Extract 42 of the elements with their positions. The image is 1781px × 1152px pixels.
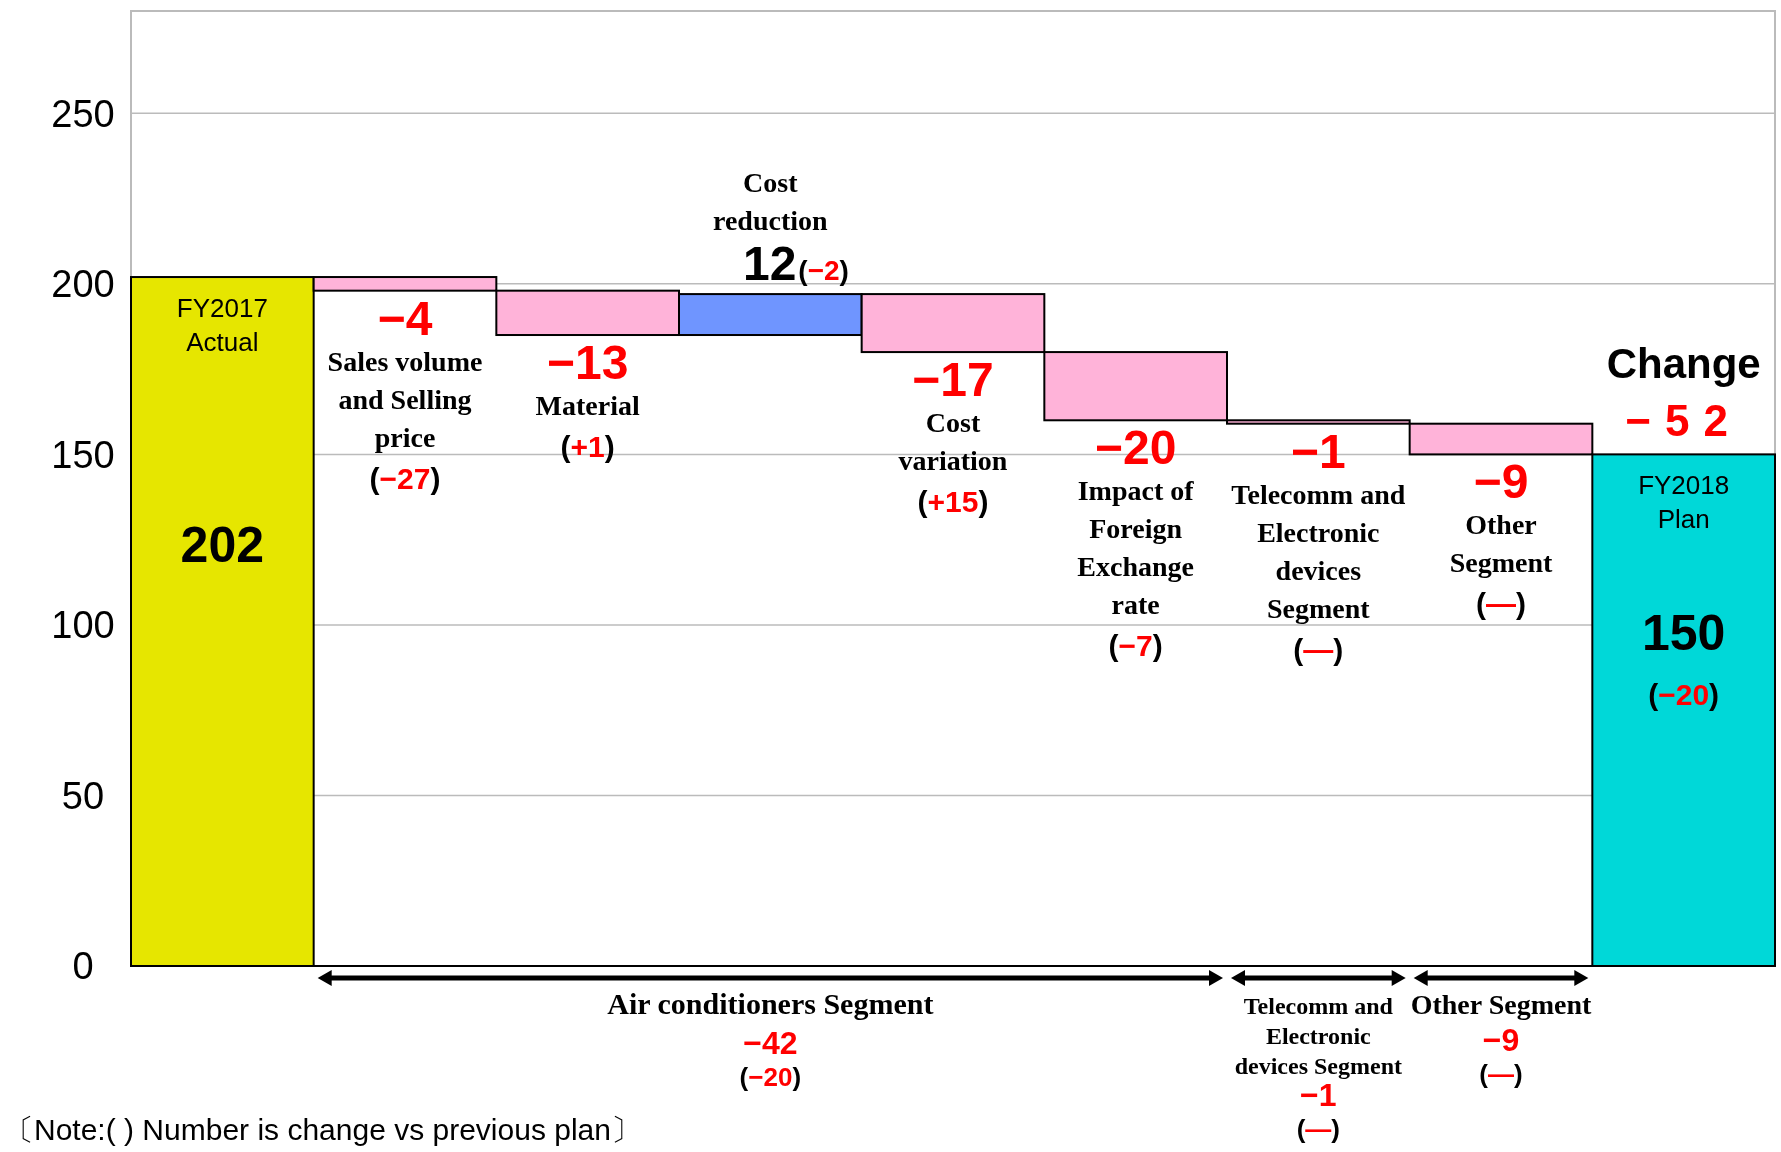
- y-tick-label: 200: [51, 263, 115, 306]
- annotation: (+1): [560, 430, 615, 464]
- data-label: −20: [1094, 421, 1177, 475]
- x-tick-label: Impact of Foreign Exchange rate: [1077, 475, 1195, 621]
- x-tick-label: FY2018 Plan: [1638, 470, 1730, 535]
- text: −1: [1300, 1077, 1337, 1113]
- annotation: (−27): [369, 461, 441, 495]
- data-label: −13: [546, 336, 629, 390]
- text: 〔Note:( ) Number is change vs previous plan〕: [4, 1113, 641, 1146]
- data-label: −9: [1473, 455, 1529, 509]
- y-tick-label: 150: [51, 433, 115, 476]
- data-label: −4: [377, 291, 433, 345]
- text: (—): [1479, 1059, 1523, 1089]
- data-label: 150: [1641, 605, 1726, 662]
- x-tick-label: Sales volume and Selling price: [327, 345, 483, 453]
- data-label: −1: [1290, 424, 1346, 478]
- data-label: 202: [180, 516, 265, 573]
- annotation: (−7): [1108, 629, 1163, 663]
- annotation: −52: [1625, 396, 1742, 445]
- annotation: (−2): [798, 255, 849, 287]
- x-tick-label: Telecomm and Electronic devices Segment: [1231, 478, 1406, 624]
- data-label: −17: [912, 353, 994, 407]
- y-tick-label: 0: [72, 945, 94, 988]
- annotation: (—): [1293, 632, 1344, 666]
- annotation: (—): [1476, 587, 1526, 621]
- text: (−20): [739, 1061, 802, 1092]
- text: Air conditioners Segment: [607, 987, 934, 1020]
- y-tick-label: 50: [61, 774, 105, 817]
- annotation: Change: [1606, 340, 1761, 387]
- text: −42: [743, 1024, 798, 1061]
- x-tick-label: FY2017 Actual: [176, 293, 268, 358]
- data-label: 12: [742, 237, 797, 291]
- text: (—): [1296, 1114, 1341, 1144]
- y-tick-label: 100: [51, 604, 115, 647]
- x-tick-label: Cost reduction: [713, 167, 829, 237]
- annotation: (−20): [1648, 678, 1720, 712]
- y-tick-label: 250: [51, 92, 115, 135]
- text: Telecomm and Electronic devices Segment: [1234, 993, 1402, 1079]
- x-tick-label: Cost variation: [898, 407, 1008, 477]
- x-tick-label: Material: [535, 390, 640, 422]
- annotation: (+15): [917, 485, 989, 519]
- text: −9: [1482, 1022, 1520, 1058]
